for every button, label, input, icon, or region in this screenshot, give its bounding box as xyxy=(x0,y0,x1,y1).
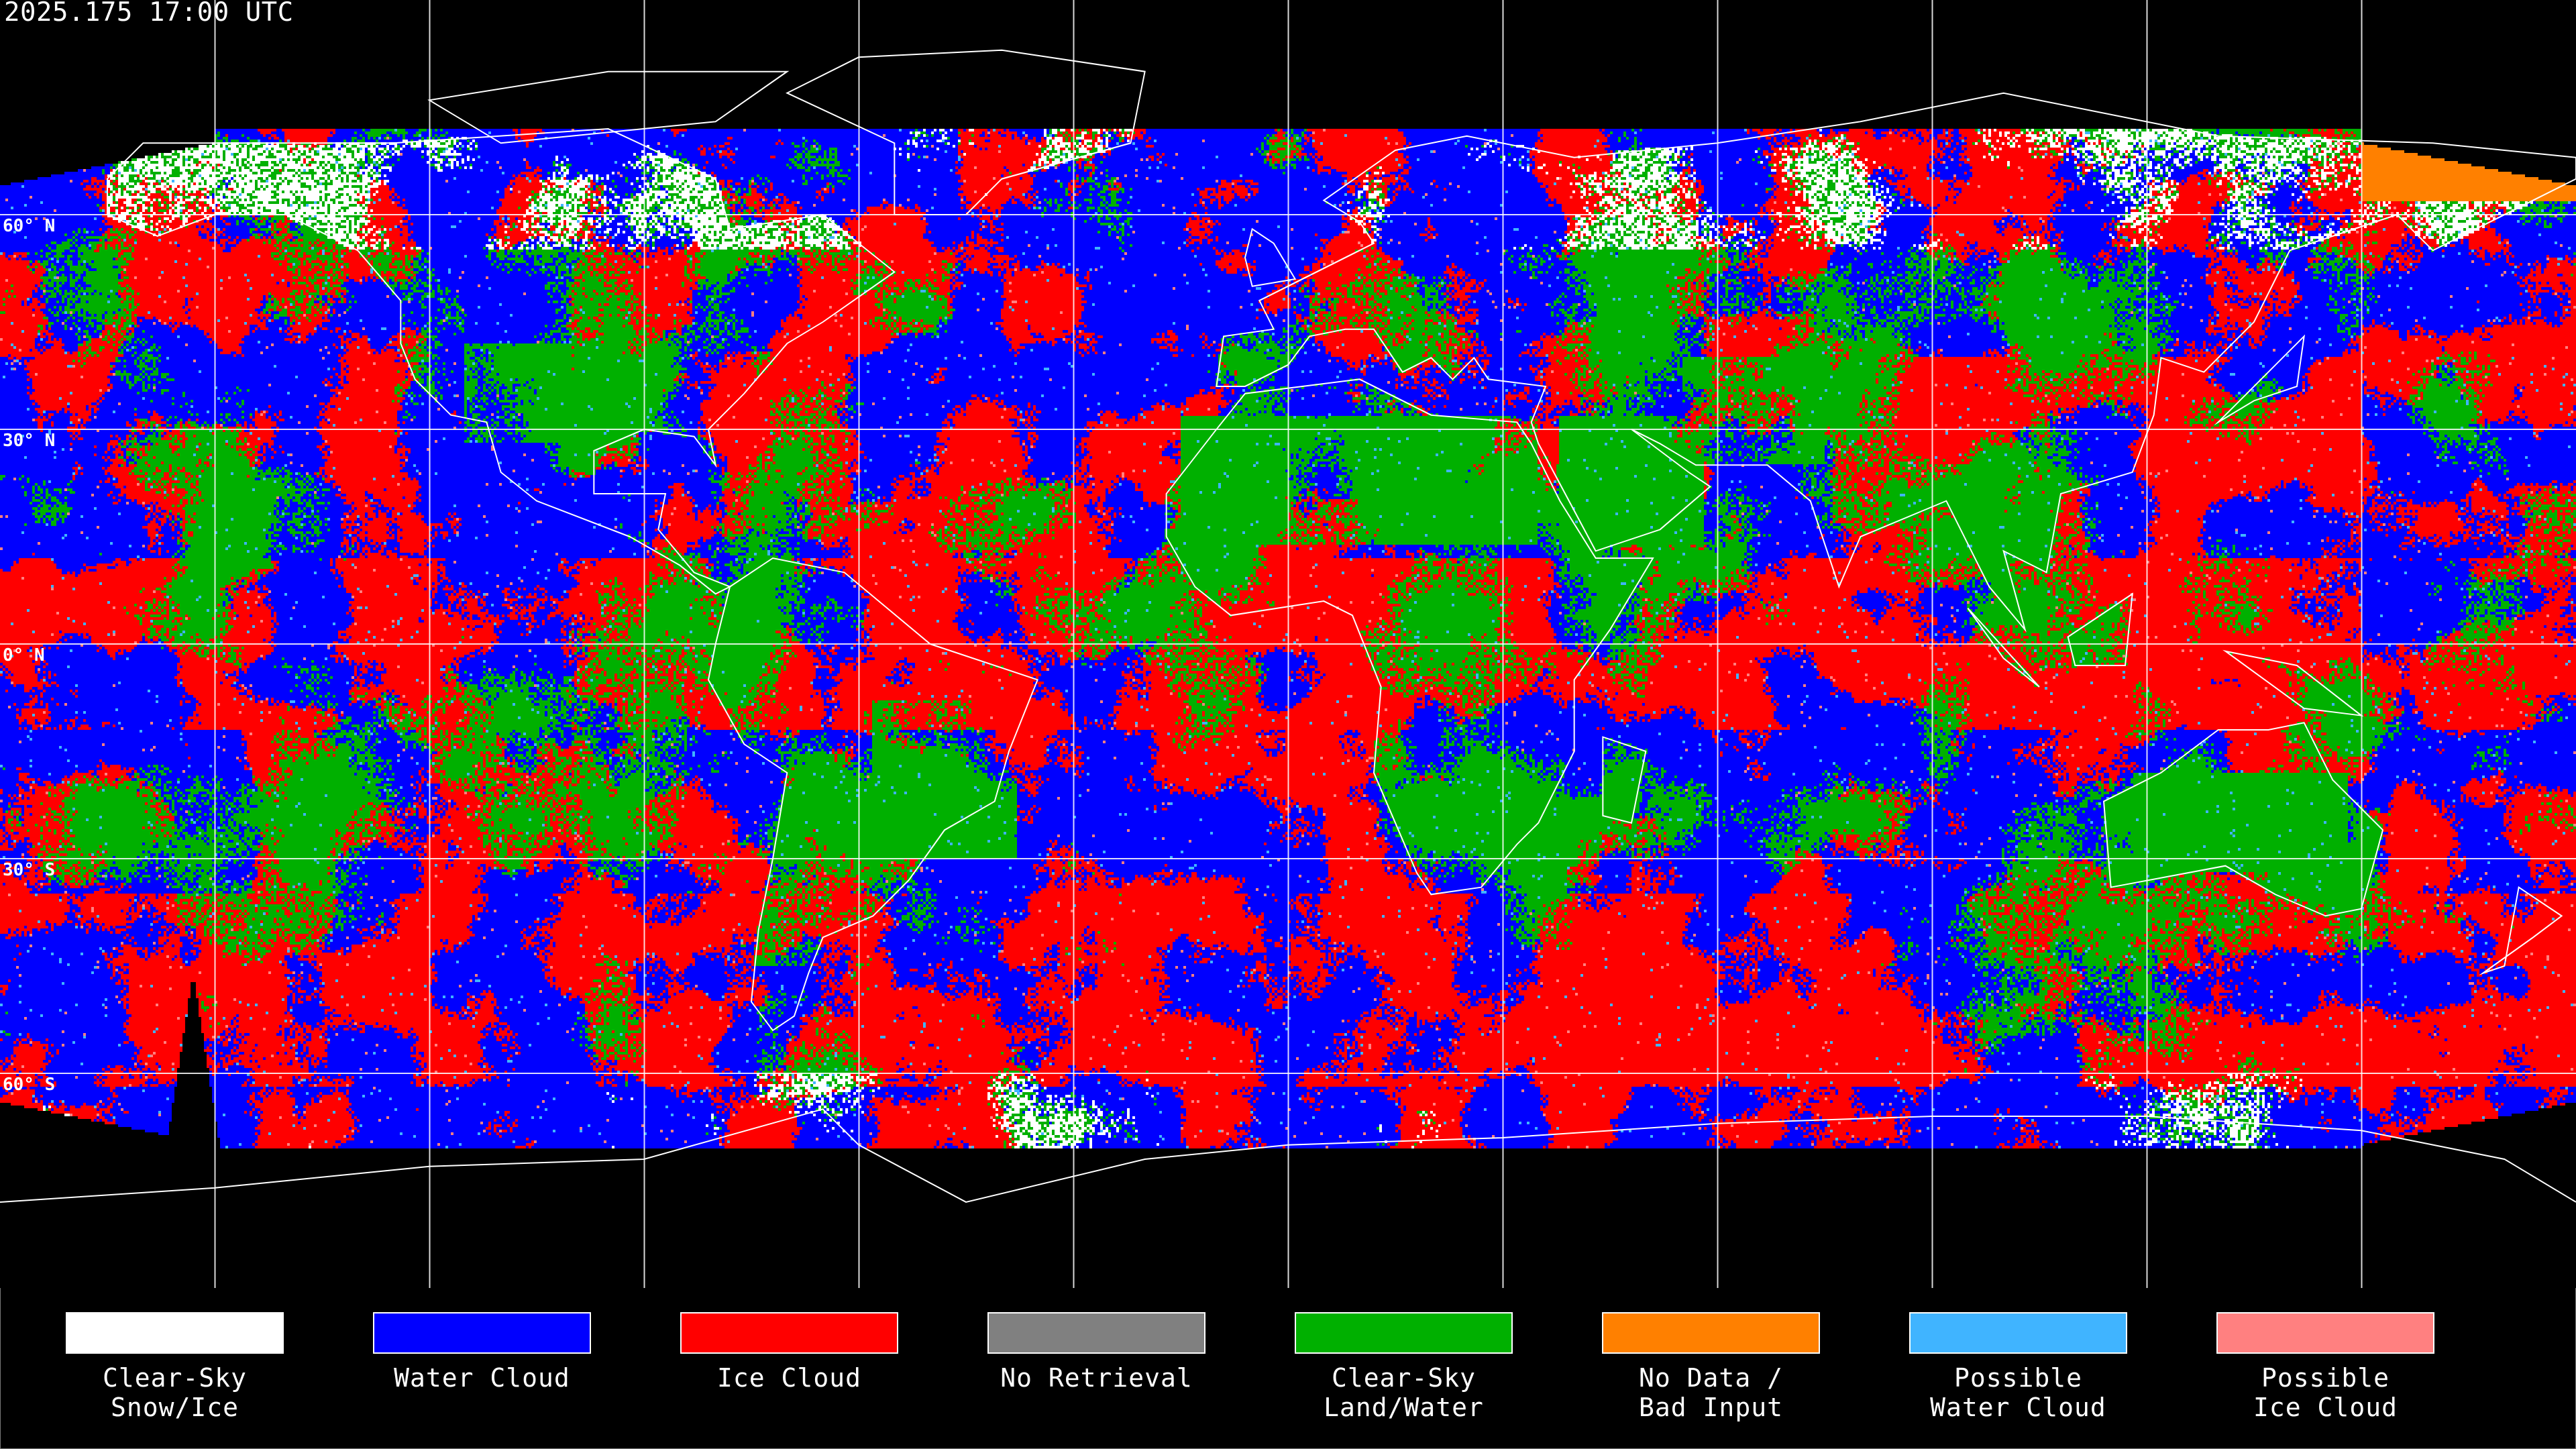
legend-label-line1: Possible xyxy=(1953,1363,2083,1393)
legend-label: Clear-Sky Land/Water xyxy=(1295,1363,1513,1422)
legend-label: No Data / Bad Input xyxy=(1602,1363,1820,1422)
lat-label-60n: 60° N xyxy=(3,216,56,236)
legend-label-line2: Bad Input xyxy=(1639,1393,1783,1422)
legend-label-line2: Land/Water xyxy=(1324,1393,1484,1422)
legend-label: No Retrieval xyxy=(987,1363,1205,1393)
legend-item: Clear-Sky Land/Water xyxy=(1295,1312,1513,1422)
lat-label-equator: 0° N xyxy=(3,645,45,665)
legend-swatch xyxy=(2216,1312,2434,1354)
legend-label-line2: Snow/Ice xyxy=(110,1393,239,1422)
legend-item: No Data / Bad Input xyxy=(1602,1312,1820,1422)
legend-swatch xyxy=(1909,1312,2127,1354)
legend-label-line1: No Retrieval xyxy=(1000,1363,1193,1393)
legend-item: No Retrieval xyxy=(987,1312,1205,1393)
legend-label-line1: No Data / xyxy=(1639,1363,1783,1393)
legend-label-line1: Clear-Sky xyxy=(103,1363,247,1393)
legend-swatch xyxy=(1295,1312,1513,1354)
timestamp-title: 2025.175 17:00 UTC xyxy=(4,0,294,28)
legend-label: Possible Water Cloud xyxy=(1909,1363,2127,1422)
legend-label: Possible Ice Cloud xyxy=(2216,1363,2434,1422)
legend-label-line2: Water Cloud xyxy=(1930,1393,2106,1422)
legend-item: Ice Cloud xyxy=(680,1312,898,1393)
legend-label: Ice Cloud xyxy=(680,1363,898,1393)
legend-swatch xyxy=(373,1312,591,1354)
legend-label-line1: Possible xyxy=(2261,1363,2390,1393)
legend-label-line1: Water Cloud xyxy=(394,1363,570,1393)
cloud-phase-map xyxy=(0,0,2576,1288)
legend-swatch xyxy=(66,1312,284,1354)
legend-label: Clear-Sky Snow/Ice xyxy=(66,1363,284,1422)
legend-swatch xyxy=(1602,1312,1820,1354)
legend-item: Water Cloud xyxy=(373,1312,591,1393)
lat-label-30n: 30° N xyxy=(3,431,56,451)
lat-label-30s: 30° S xyxy=(3,860,56,880)
legend-label-line1: Ice Cloud xyxy=(717,1363,861,1393)
lat-label-60s: 60° S xyxy=(3,1075,56,1095)
legend-item: Clear-Sky Snow/Ice xyxy=(66,1312,284,1422)
legend-swatch xyxy=(987,1312,1205,1354)
legend-label-line1: Clear-Sky xyxy=(1332,1363,1476,1393)
legend-swatch xyxy=(680,1312,898,1354)
legend-label: Water Cloud xyxy=(373,1363,591,1393)
legend-item: Possible Water Cloud xyxy=(1909,1312,2127,1422)
legend-item: Possible Ice Cloud xyxy=(2216,1312,2434,1422)
legend-label-line2: Ice Cloud xyxy=(2253,1393,2398,1422)
